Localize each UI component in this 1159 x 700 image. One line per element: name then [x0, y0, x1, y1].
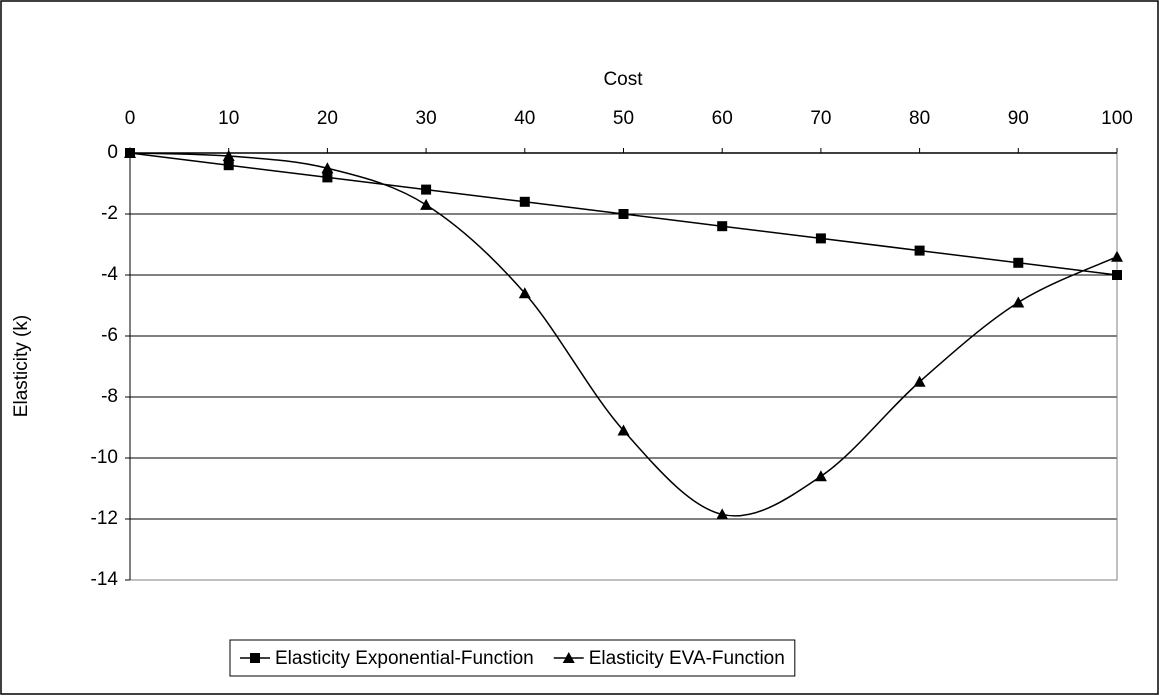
y-tick-label: -12 [91, 508, 118, 529]
legend-label: Elasticity EVA-Function [589, 648, 785, 669]
legend-marker [250, 653, 260, 663]
x-tick-label: 70 [810, 108, 831, 129]
x-tick-label: 80 [909, 108, 930, 129]
x-tick-label: 60 [712, 108, 733, 129]
data-point [1111, 250, 1123, 262]
x-tick-label: 90 [1008, 108, 1029, 129]
data-point [913, 375, 926, 387]
data-point [322, 172, 333, 183]
x-axis-title: Cost [603, 69, 643, 90]
legend [229, 639, 796, 677]
data-point [421, 184, 432, 195]
data-point [321, 162, 334, 174]
data-point [1112, 270, 1122, 280]
legend-label: Elasticity Exponential-Function [275, 648, 534, 669]
data-point [914, 245, 925, 256]
data-point [814, 470, 827, 482]
x-tick-label: 10 [218, 108, 239, 129]
data-point [519, 196, 530, 207]
y-tick-label: -4 [101, 264, 118, 285]
data-point [518, 287, 531, 299]
x-tick-label: 20 [317, 108, 338, 129]
data-point [124, 147, 136, 158]
y-axis-title: Elasticity (k) [11, 315, 32, 417]
data-point [420, 198, 433, 210]
y-tick-label: 0 [107, 142, 118, 163]
data-point [618, 209, 629, 219]
x-tick-label: 0 [125, 108, 136, 129]
x-tick-label: 50 [613, 108, 634, 129]
data-point [1012, 296, 1025, 308]
data-point [222, 150, 235, 162]
y-tick-label: -2 [101, 203, 118, 224]
data-point [815, 233, 826, 244]
data-point [717, 221, 728, 232]
legend-marker [562, 652, 575, 663]
y-tick-label: -10 [91, 447, 118, 468]
data-point [716, 508, 729, 520]
y-tick-label: -8 [101, 386, 118, 407]
y-tick-label: -14 [91, 569, 119, 590]
data-point [1013, 257, 1024, 268]
y-tick-label: -6 [101, 325, 118, 346]
data-point [617, 424, 630, 436]
x-tick-label: 40 [514, 108, 535, 129]
x-tick-label: 30 [416, 108, 437, 129]
data-point [223, 160, 234, 171]
x-tick-label: 100 [1101, 108, 1133, 129]
